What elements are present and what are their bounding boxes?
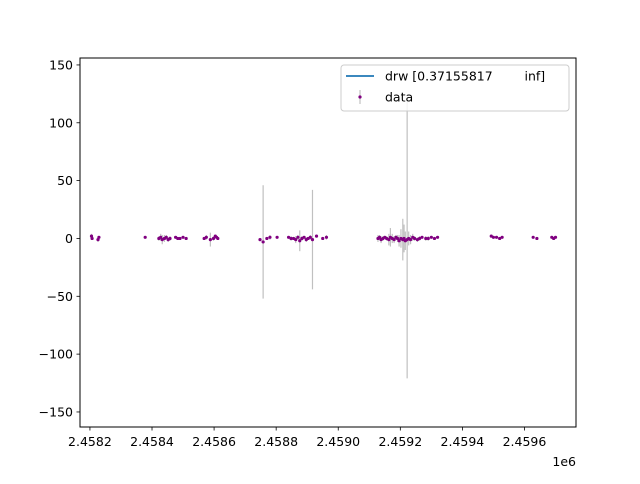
- data-point: [553, 235, 558, 239]
- data-point: [310, 238, 315, 242]
- data-point: [397, 239, 401, 243]
- data-point: [97, 235, 101, 239]
- legend-label-data: data: [385, 90, 413, 105]
- x-tick-label: 2.4582: [68, 434, 112, 449]
- x-tick-label: 2.4590: [316, 434, 360, 449]
- data-point: [412, 236, 417, 241]
- x-tick-label: 2.4588: [254, 434, 298, 449]
- data-point: [164, 235, 168, 239]
- y-tick-label: 150: [49, 57, 73, 72]
- y-axis-ticks: 150 100 50 0 −50 −100 −150: [39, 57, 80, 419]
- x-tick-label: 2.4596: [503, 434, 547, 449]
- data-point: [181, 235, 185, 239]
- data-point: [211, 236, 216, 241]
- legend: drw [0.37155817 inf] data: [340, 64, 570, 112]
- y-tick-label: −150: [39, 404, 73, 419]
- data-point: [261, 240, 265, 244]
- data-point: [308, 235, 312, 239]
- data-point: [535, 236, 539, 241]
- data-point: [289, 236, 293, 241]
- x-tick-label: 2.4586: [192, 434, 236, 449]
- data-point: [204, 235, 208, 239]
- data-point: [531, 235, 535, 239]
- data-point: [498, 236, 502, 241]
- data-point: [265, 236, 269, 241]
- data-point: [321, 236, 325, 241]
- data-point: [296, 235, 300, 239]
- data-point: [298, 239, 302, 243]
- data-point: [417, 236, 422, 241]
- data-point: [286, 235, 291, 239]
- data-point: [216, 236, 220, 241]
- x-axis-offset-label: 1e6: [552, 454, 576, 469]
- data-point: [159, 235, 163, 239]
- y-tick-label: −100: [39, 347, 73, 362]
- data-point: [377, 235, 382, 239]
- data-point: [143, 235, 147, 239]
- data-point: [275, 235, 279, 239]
- data-point: [429, 235, 433, 239]
- data-point: [184, 236, 188, 241]
- legend-label-drw: drw [0.37155817 inf]: [385, 69, 545, 84]
- legend-data-marker-swatch: [358, 95, 362, 99]
- data-point: [420, 235, 424, 239]
- data-point: [426, 236, 430, 241]
- data-point: [392, 238, 396, 242]
- data-point: [432, 236, 437, 241]
- data-point: [500, 235, 504, 239]
- y-tick-label: −50: [47, 289, 73, 304]
- data-point: [408, 238, 413, 242]
- data-point: [258, 238, 262, 242]
- data-point: [424, 236, 428, 241]
- y-tick-label: 0: [65, 231, 73, 246]
- x-axis-ticks: 2.4582 2.4584 2.4586 2.4588 2.4590 2.4592 2.45…: [68, 427, 546, 449]
- plot-area-frame: [79, 57, 577, 428]
- data-point: [435, 235, 440, 239]
- legend-box: [340, 64, 570, 112]
- data-point: [314, 234, 319, 238]
- data-point: [168, 236, 172, 241]
- data-point: [324, 235, 329, 239]
- x-tick-label: 2.4584: [130, 434, 174, 449]
- y-tick-label: 50: [57, 173, 73, 188]
- data-point: [268, 235, 272, 239]
- marker-layer: [89, 234, 558, 244]
- data-point: [208, 238, 212, 242]
- data-point: [90, 236, 94, 241]
- data-point: [395, 236, 400, 241]
- data-point: [302, 235, 306, 239]
- data-point: [178, 236, 182, 241]
- x-tick-label: 2.4594: [441, 434, 485, 449]
- data-point: [494, 235, 499, 239]
- x-tick-label: 2.4592: [378, 434, 422, 449]
- data-point: [294, 238, 298, 242]
- data-point: [387, 238, 391, 242]
- y-tick-label: 100: [49, 115, 73, 130]
- data-point: [491, 235, 496, 239]
